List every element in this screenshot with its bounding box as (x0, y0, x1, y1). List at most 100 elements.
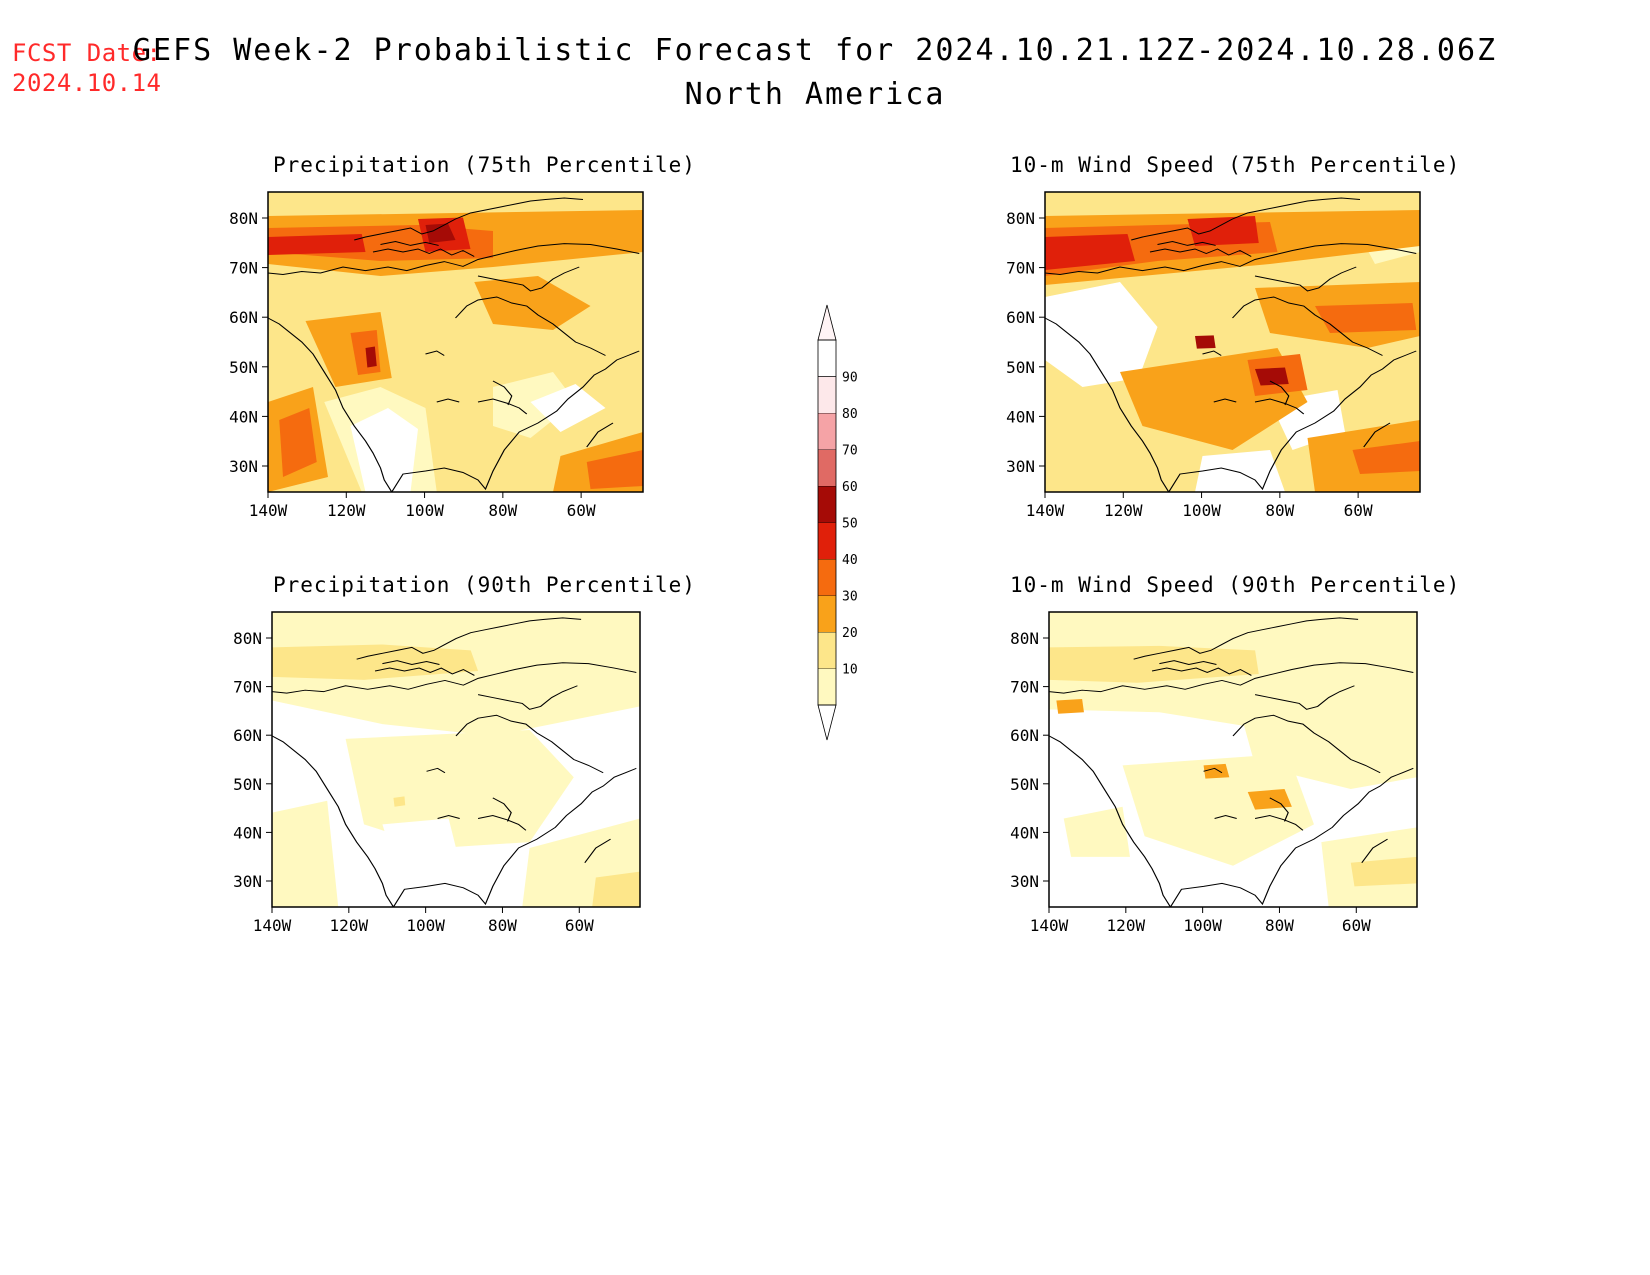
lat-tick-label: 80N (233, 629, 262, 648)
lat-tick-label: 50N (233, 775, 262, 794)
colorbar-level-label: 30 (842, 590, 858, 605)
probability-region (382, 818, 464, 896)
lat-tick-label: 70N (229, 259, 258, 278)
colorbar-level-label: 20 (842, 626, 858, 641)
lon-tick-label: 80W (1265, 916, 1294, 935)
probability-region (1122, 753, 1314, 866)
lat-tick-label: 40N (1010, 823, 1039, 842)
probability-region (1352, 441, 1420, 474)
fcst-label: FCST Date: (12, 39, 162, 67)
map-panel-wind-90: 80N 70N 60N 50N 40N 30N 140W 120W 100W 80W 60W (1010, 611, 1418, 935)
page-subtitle: North America (684, 77, 946, 112)
lat-tick-label: 70N (1006, 259, 1035, 278)
colorbar-level-label: 40 (842, 553, 858, 568)
probability-region (1045, 282, 1158, 387)
lat-tick-label: 50N (229, 358, 258, 377)
colorbar-segment (818, 522, 836, 559)
probability-region (474, 276, 591, 330)
map-frame (271, 611, 641, 908)
probability-region (1056, 699, 1084, 714)
lon-tick-label: 60W (1344, 501, 1373, 520)
panel-title-precip-75: Precipitation (75th Percentile) (273, 153, 696, 177)
colorbar-upper-cap (817, 304, 837, 341)
probability-region (279, 408, 317, 477)
colorbar-segment (818, 376, 836, 413)
probability-region (1247, 789, 1292, 810)
panel-title-wind-90: 10-m Wind Speed (90th Percentile) (1010, 573, 1461, 597)
lat-tick-label: 80N (1006, 209, 1035, 228)
lat-tick-label: 40N (1006, 407, 1035, 426)
forecast-date-label: FCST Date: 2024.10.14 (12, 38, 162, 98)
lon-tick-label: 120W (1104, 501, 1143, 520)
lat-tick-label: 60N (1010, 726, 1039, 745)
probability-region (1063, 806, 1130, 857)
probability-region (530, 384, 606, 432)
lat-tick-label: 30N (1010, 872, 1039, 891)
lat-tick-label: 60N (229, 308, 258, 327)
lon-tick-label: 120W (1107, 916, 1146, 935)
lat-tick-label: 50N (1006, 358, 1035, 377)
probability-region (1195, 450, 1285, 492)
colorbar-segment (818, 595, 836, 632)
colorbar-segment (818, 449, 836, 486)
probability-region (272, 800, 339, 907)
probability-region (393, 796, 406, 807)
lat-tick-label: 40N (233, 823, 262, 842)
lat-tick-label: 80N (1010, 629, 1039, 648)
shaded-field-precip-90 (271, 612, 640, 908)
probability-region (345, 730, 574, 848)
colorbar-segment (818, 413, 836, 450)
probability-region (1049, 645, 1259, 683)
lon-tick-label: 80W (1265, 501, 1294, 520)
lon-tick-label: 60W (1342, 916, 1371, 935)
lon-tick-label: 100W (405, 501, 444, 520)
map-panel-wind-75: 80N 70N 60N 50N 40N 30N 140W 120W 100W 80W 60W (1006, 191, 1421, 520)
page-title: GEFS Week-2 Probabilistic Forecast for 2… (132, 33, 1498, 68)
lon-tick-label: 120W (330, 916, 369, 935)
probability-region (1187, 216, 1259, 246)
map-panel-precip-75: 80N 70N 60N 50N 40N 30N 140W 120W 100W 80W 60W (229, 191, 644, 520)
colorbar-segment (818, 668, 836, 705)
probability-region (1350, 856, 1417, 887)
shaded-field-precip-75 (267, 192, 643, 493)
panel-title-wind-75: 10-m Wind Speed (75th Percentile) (1010, 153, 1461, 177)
lat-tick-label: 80N (229, 209, 258, 228)
probability-region (1255, 367, 1289, 386)
lon-tick-label: 140W (253, 916, 292, 935)
shaded-field-wind-90 (1048, 612, 1417, 908)
lon-tick-label: 140W (1030, 916, 1069, 935)
probability-region (268, 234, 366, 255)
lon-tick-label: 60W (567, 501, 596, 520)
map-frame (1044, 191, 1421, 493)
panel-title-precip-90: Precipitation (90th Percentile) (273, 573, 696, 597)
lon-tick-label: 100W (406, 916, 445, 935)
colorbar: 10 20 30 40 50 60 70 80 90 (817, 304, 858, 741)
probability-region (586, 450, 643, 489)
lon-tick-label: 80W (488, 916, 517, 935)
lat-tick-label: 70N (1010, 678, 1039, 697)
colorbar-segment (818, 559, 836, 596)
lat-tick-label: 70N (233, 678, 262, 697)
lat-tick-label: 50N (1010, 775, 1039, 794)
lat-tick-label: 30N (1006, 457, 1035, 476)
shaded-field-wind-75 (1044, 192, 1420, 493)
colorbar-frame (817, 339, 837, 706)
colorbar-segment (818, 486, 836, 523)
probability-region (365, 346, 377, 368)
probability-region (350, 408, 418, 492)
lon-tick-label: 100W (1183, 916, 1222, 935)
colorbar-level-label: 10 (842, 663, 858, 678)
map-frame (1048, 611, 1418, 908)
lat-tick-label: 60N (1006, 308, 1035, 327)
probability-region (1195, 335, 1216, 349)
lat-tick-label: 40N (229, 407, 258, 426)
lon-tick-label: 120W (327, 501, 366, 520)
colorbar-level-label: 50 (842, 517, 858, 532)
probability-region (272, 612, 640, 736)
probability-region (1203, 763, 1230, 779)
lon-tick-label: 80W (488, 501, 517, 520)
lon-tick-label: 140W (249, 501, 288, 520)
fcst-date: 2024.10.14 (12, 69, 162, 97)
colorbar-level-label: 80 (842, 407, 858, 422)
